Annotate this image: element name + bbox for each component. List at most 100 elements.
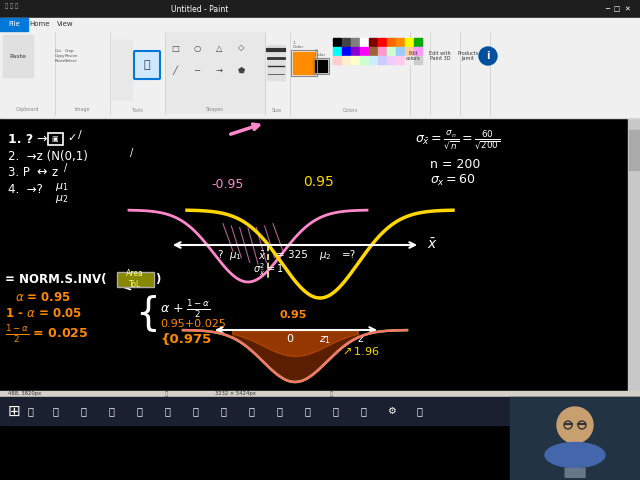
Bar	[414, 47, 422, 55]
Bar	[387, 47, 395, 55]
Text: □: □	[171, 44, 179, 52]
Text: Shapes: Shapes	[206, 108, 224, 112]
Text: Color: Color	[293, 45, 304, 49]
Text: 🟦: 🟦	[304, 406, 310, 416]
Text: 0.95+0.025: 0.95+0.025	[160, 319, 226, 329]
Text: $μ_1$: $μ_1$	[55, 181, 68, 193]
Text: /: /	[130, 148, 133, 158]
Bar	[405, 47, 413, 55]
Text: = 325: = 325	[276, 250, 308, 260]
Text: 🔍: 🔍	[28, 406, 34, 416]
Bar	[369, 47, 377, 55]
Bar	[360, 56, 368, 64]
Text: 2: 2	[315, 49, 317, 53]
Bar	[369, 38, 377, 46]
Text: $\bar{x}$: $\bar{x}$	[258, 250, 266, 262]
Bar	[0, 18, 640, 31]
Bar	[3, 35, 33, 77]
Text: ): )	[155, 273, 161, 286]
Text: Cut
Copy
Paste: Cut Copy Paste	[55, 49, 66, 62]
Text: Image: Image	[74, 108, 90, 112]
Text: $\sigma^2_{\bar{x}}=1$: $\sigma^2_{\bar{x}}=1$	[253, 261, 284, 278]
Text: {: {	[136, 294, 161, 332]
Text: $z_1$: $z_1$	[319, 334, 331, 346]
Bar	[112, 40, 132, 100]
Text: /: /	[78, 130, 82, 140]
Text: ▬: ▬	[562, 458, 588, 480]
Text: ?: ?	[217, 250, 223, 260]
Text: z: z	[357, 334, 363, 344]
Text: 1 - $\alpha$ = 0.05: 1 - $\alpha$ = 0.05	[5, 307, 82, 320]
Bar	[387, 38, 395, 46]
Bar	[333, 47, 341, 55]
Text: ▣: ▣	[52, 136, 58, 142]
Text: △: △	[216, 44, 222, 52]
Text: i: i	[486, 51, 490, 61]
Bar	[342, 56, 350, 64]
Text: 💬: 💬	[332, 406, 338, 416]
Text: 0.95: 0.95	[279, 310, 307, 320]
Bar	[313, 58, 329, 74]
Text: $\alpha$ + $\frac{1-\alpha}{2}$: $\alpha$ + $\frac{1-\alpha}{2}$	[160, 298, 211, 320]
Text: Home: Home	[29, 21, 51, 27]
Text: 📘: 📘	[164, 406, 170, 416]
Circle shape	[557, 407, 593, 443]
Text: →: →	[216, 65, 223, 74]
Text: n = 200: n = 200	[430, 158, 481, 171]
Text: Clipboard: Clipboard	[15, 108, 39, 112]
Text: 4.  →?: 4. →?	[8, 183, 43, 196]
Text: ╱: ╱	[173, 65, 177, 75]
Text: {0.975: {0.975	[160, 333, 211, 346]
Bar	[369, 56, 377, 64]
FancyBboxPatch shape	[116, 272, 154, 287]
Text: Products
Jamit: Products Jamit	[458, 50, 479, 61]
Text: 🖥: 🖥	[52, 406, 58, 416]
Text: →: →	[36, 133, 47, 146]
Bar	[342, 47, 350, 55]
Bar	[166, 32, 264, 112]
Text: 🌐: 🌐	[108, 406, 114, 416]
Bar	[293, 52, 315, 74]
Bar	[342, 38, 350, 46]
Text: ○: ○	[193, 44, 200, 52]
Text: 🔍: 🔍	[165, 391, 168, 397]
Bar	[360, 38, 368, 46]
Bar	[405, 38, 413, 46]
Text: 🔍: 🔍	[330, 391, 333, 397]
Bar	[629, 130, 639, 170]
Bar	[405, 56, 413, 64]
Bar	[414, 56, 422, 64]
Text: 🗂: 🗂	[80, 406, 86, 416]
Bar	[333, 38, 341, 46]
Text: ✓: ✓	[67, 133, 76, 143]
Text: Tools: Tools	[131, 108, 143, 112]
Text: ⚙: ⚙	[387, 406, 396, 416]
Text: $\mu_1$: $\mu_1$	[228, 250, 241, 262]
Text: 📊: 📊	[220, 406, 226, 416]
Bar	[0, 118, 640, 393]
Ellipse shape	[545, 443, 605, 468]
Text: $\sigma_{\bar{x}} = \frac{\sigma_n}{\sqrt{n}} = \frac{60}{\sqrt{200}}$: $\sigma_{\bar{x}} = \frac{\sigma_n}{\sqr…	[415, 128, 500, 152]
Text: 0: 0	[287, 334, 294, 344]
Text: Edit
colors: Edit colors	[406, 50, 420, 61]
Text: ⊞: ⊞	[8, 404, 20, 419]
Text: 📄: 📄	[248, 406, 254, 416]
Bar	[510, 397, 640, 480]
Bar	[0, 0, 640, 18]
Bar	[360, 47, 368, 55]
Text: ⬟: ⬟	[237, 65, 244, 74]
Text: View: View	[57, 21, 74, 27]
Text: 2.  →z (N(0,1): 2. →z (N(0,1)	[8, 150, 88, 163]
Text: 1: 1	[293, 41, 296, 45]
Bar	[0, 391, 640, 397]
Text: Area
ToL: Area ToL	[126, 269, 144, 288]
Text: ─: ─	[195, 65, 200, 74]
Text: 1. ?: 1. ?	[8, 133, 33, 146]
Text: Untitled - Paint: Untitled - Paint	[172, 4, 228, 13]
Bar	[351, 56, 359, 64]
Text: ⬛ 💾 🔄: ⬛ 💾 🔄	[5, 3, 19, 9]
Text: $\frac{1-\alpha}{2}$ = 0.025: $\frac{1-\alpha}{2}$ = 0.025	[5, 323, 88, 345]
Text: $\mu_2$: $\mu_2$	[319, 250, 332, 262]
Bar	[267, 45, 285, 80]
Bar	[378, 38, 386, 46]
